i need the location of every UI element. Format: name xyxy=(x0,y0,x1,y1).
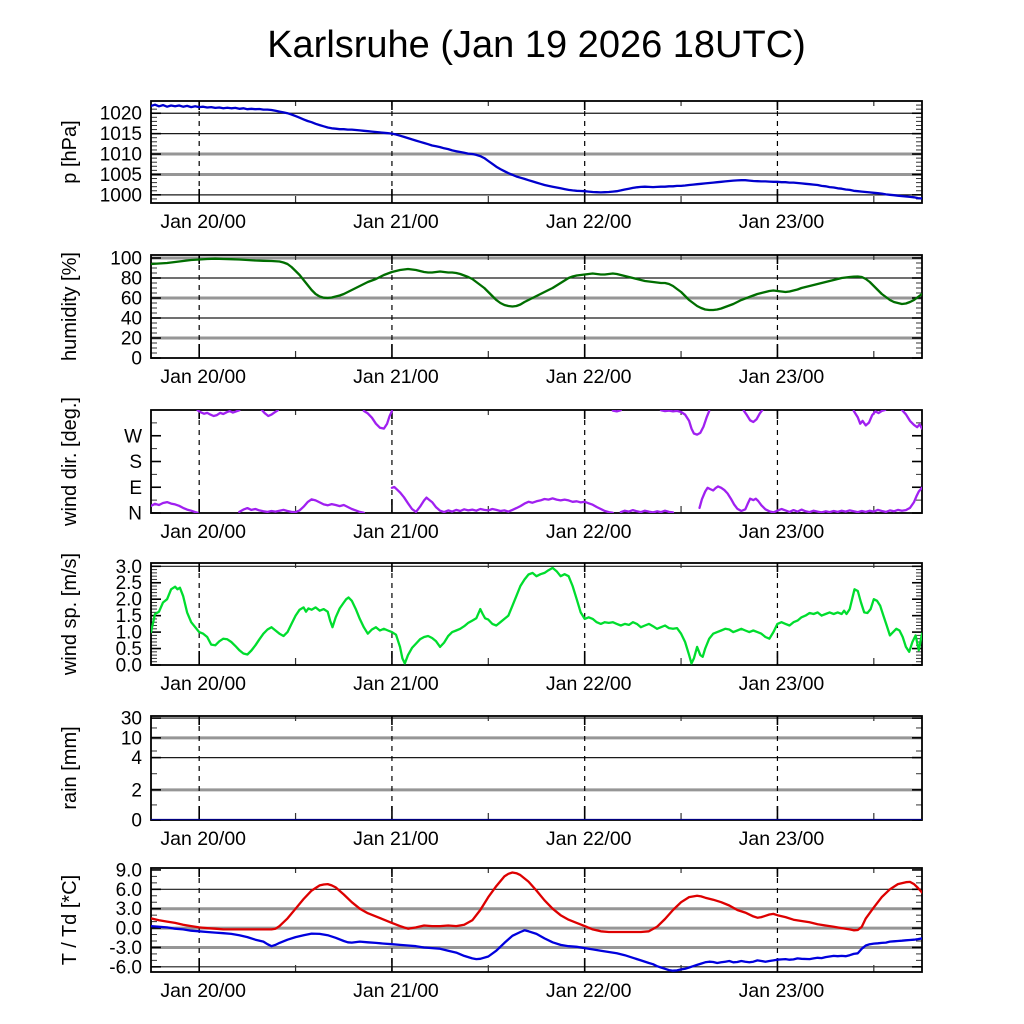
panel-frame xyxy=(150,254,923,359)
y-tick-label: S xyxy=(129,452,142,473)
x-tick-label: Jan 20/00 xyxy=(160,366,246,388)
y-axis-label-humidity: humidity [%] xyxy=(59,252,81,361)
y-tick-label: 0.5 xyxy=(116,639,142,660)
x-tick-label: Jan 21/00 xyxy=(353,673,439,695)
x-tick-label: Jan 22/00 xyxy=(546,366,632,388)
panel-frame xyxy=(150,867,923,973)
series-dewpoint xyxy=(151,924,922,972)
y-tick-label: 10 xyxy=(121,728,142,749)
panel-temperature: -6.0-3.00.03.06.09.0 Jan 20/00 Jan 21/00 Ja… xyxy=(59,860,923,1002)
y-tick-label: 6.0 xyxy=(116,880,142,901)
series-pressure xyxy=(151,103,922,200)
y-tick-label: 3.0 xyxy=(116,557,142,578)
series-wind-direction xyxy=(362,410,394,430)
y-axis-label-wind_direction: wind dir. [deg.] xyxy=(59,397,81,527)
series-wind-direction xyxy=(611,410,622,413)
y-tick-label: 100 xyxy=(110,249,142,270)
x-tick-label: Jan 23/00 xyxy=(739,980,825,1002)
x-tick-label: Jan 23/00 xyxy=(739,673,825,695)
y-tick-label: 1000 xyxy=(100,185,142,206)
series-wind-direction xyxy=(772,486,922,513)
series-wind-direction xyxy=(390,485,614,513)
x-tick-label: Jan 23/00 xyxy=(739,521,825,543)
series-wind-direction xyxy=(659,410,711,436)
y-tick-label: 2.5 xyxy=(116,573,142,594)
y-tick-label: 1020 xyxy=(100,104,142,125)
y-tick-label: 20 xyxy=(121,329,142,350)
series-temperature xyxy=(151,871,922,934)
y-tick-label: 2 xyxy=(131,780,142,801)
panel-frame xyxy=(150,100,923,204)
series-wind-direction xyxy=(698,485,775,513)
y-tick-label: 1005 xyxy=(100,165,142,186)
y-tick-label: 1015 xyxy=(100,124,142,145)
y-tick-label: W xyxy=(124,426,142,447)
x-tick-label: Jan 23/00 xyxy=(739,828,825,850)
y-tick-label: 60 xyxy=(121,289,142,310)
x-tick-label: Jan 20/00 xyxy=(160,828,246,850)
panel-frame xyxy=(150,409,923,514)
y-tick-label: 2.0 xyxy=(116,590,142,611)
y-tick-label: 80 xyxy=(121,269,142,290)
y-tick-label: 0 xyxy=(131,349,142,370)
y-tick-label: 1010 xyxy=(100,145,142,166)
x-tick-label: Jan 21/00 xyxy=(353,980,439,1002)
x-tick-label: Jan 22/00 xyxy=(546,828,632,850)
y-tick-label: 1.5 xyxy=(116,606,142,627)
x-tick-label: Jan 20/00 xyxy=(160,980,246,1002)
y-tick-label: 4 xyxy=(131,748,142,769)
series-wind-direction xyxy=(151,500,199,513)
series-wind-direction xyxy=(742,410,764,424)
y-tick-label: 1.0 xyxy=(116,623,142,644)
panel-frame xyxy=(150,715,923,821)
y-axis-label-pressure: p [hPa] xyxy=(59,120,81,183)
y-tick-label: -3.0 xyxy=(109,938,142,959)
x-tick-label: Jan 22/00 xyxy=(546,673,632,695)
x-tick-label: Jan 21/00 xyxy=(353,521,439,543)
y-tick-label: -6.0 xyxy=(109,957,142,978)
y-tick-label: 0.0 xyxy=(116,919,142,940)
series-wind-direction xyxy=(196,410,241,418)
x-tick-label: Jan 20/00 xyxy=(160,673,246,695)
x-tick-label: Jan 23/00 xyxy=(739,211,825,233)
y-tick-label: 0 xyxy=(131,811,142,832)
y-tick-label: 40 xyxy=(121,309,142,330)
x-tick-label: Jan 23/00 xyxy=(739,366,825,388)
y-tick-label: 0.0 xyxy=(116,656,142,677)
y-axis-label-wind_speed: wind sp. [m/s] xyxy=(59,553,81,676)
series-wind-direction xyxy=(619,508,675,513)
x-tick-label: Jan 20/00 xyxy=(160,521,246,543)
series-wind-speed xyxy=(151,566,922,665)
x-tick-label: Jan 21/00 xyxy=(353,366,439,388)
y-tick-label: E xyxy=(129,478,142,499)
chart-title: Karlsruhe (Jan 19 2026 18UTC) xyxy=(267,24,806,66)
series-wind-direction xyxy=(900,410,922,430)
y-tick-label: 30 xyxy=(121,709,142,730)
series-wind-direction xyxy=(852,410,887,427)
series-relative-humidity xyxy=(151,257,922,312)
x-tick-label: Jan 22/00 xyxy=(546,980,632,1002)
y-tick-label: 3.0 xyxy=(116,899,142,920)
x-tick-label: Jan 22/00 xyxy=(546,211,632,233)
y-tick-label: N xyxy=(128,504,142,525)
y-axis-label-rain: rain [mm] xyxy=(59,726,81,809)
x-tick-label: Jan 21/00 xyxy=(353,211,439,233)
series-wind-direction xyxy=(238,498,365,513)
x-tick-label: Jan 20/00 xyxy=(160,211,246,233)
x-tick-label: Jan 22/00 xyxy=(546,521,632,543)
panel-wind_speed: 0.00.51.01.52.02.53.0 Jan 20/00 Jan 21/00 J… xyxy=(59,553,923,695)
y-axis-label-temperature: T / Td [*C] xyxy=(59,875,81,965)
x-tick-label: Jan 21/00 xyxy=(353,828,439,850)
y-tick-label: 9.0 xyxy=(116,860,142,881)
series-wind-direction xyxy=(260,410,280,418)
panel-frame xyxy=(150,562,923,666)
